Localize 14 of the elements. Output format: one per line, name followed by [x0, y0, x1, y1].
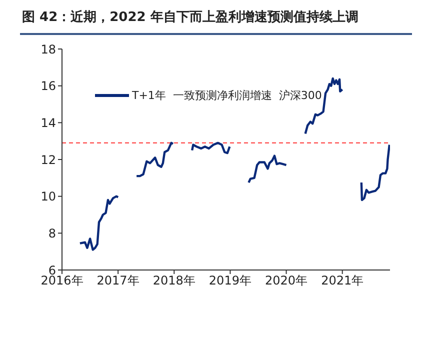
x-tick-label: 2017年 — [96, 274, 140, 288]
x-tick-label: 2021年 — [321, 274, 364, 288]
y-tick-label: 18 — [40, 42, 56, 56]
y-tick-label: 14 — [40, 116, 56, 130]
legend-label: T+1年 一致预测净利润增速 沪深300 — [132, 88, 322, 103]
x-tick-label: 2016年 — [40, 274, 84, 288]
chart-title: 图 42：近期，2022 年自下而上盈利增速预测值持续上调 — [22, 9, 360, 26]
y-tick-label: 8 — [48, 226, 56, 240]
y-tick-label: 10 — [40, 190, 56, 204]
x-tick-label: 2019年 — [208, 274, 252, 288]
x-tick-label: 2020年 — [265, 274, 308, 288]
y-tick-label: 16 — [40, 79, 56, 94]
x-tick-label: 2018年 — [152, 274, 196, 288]
y-tick-label: 12 — [40, 152, 56, 167]
